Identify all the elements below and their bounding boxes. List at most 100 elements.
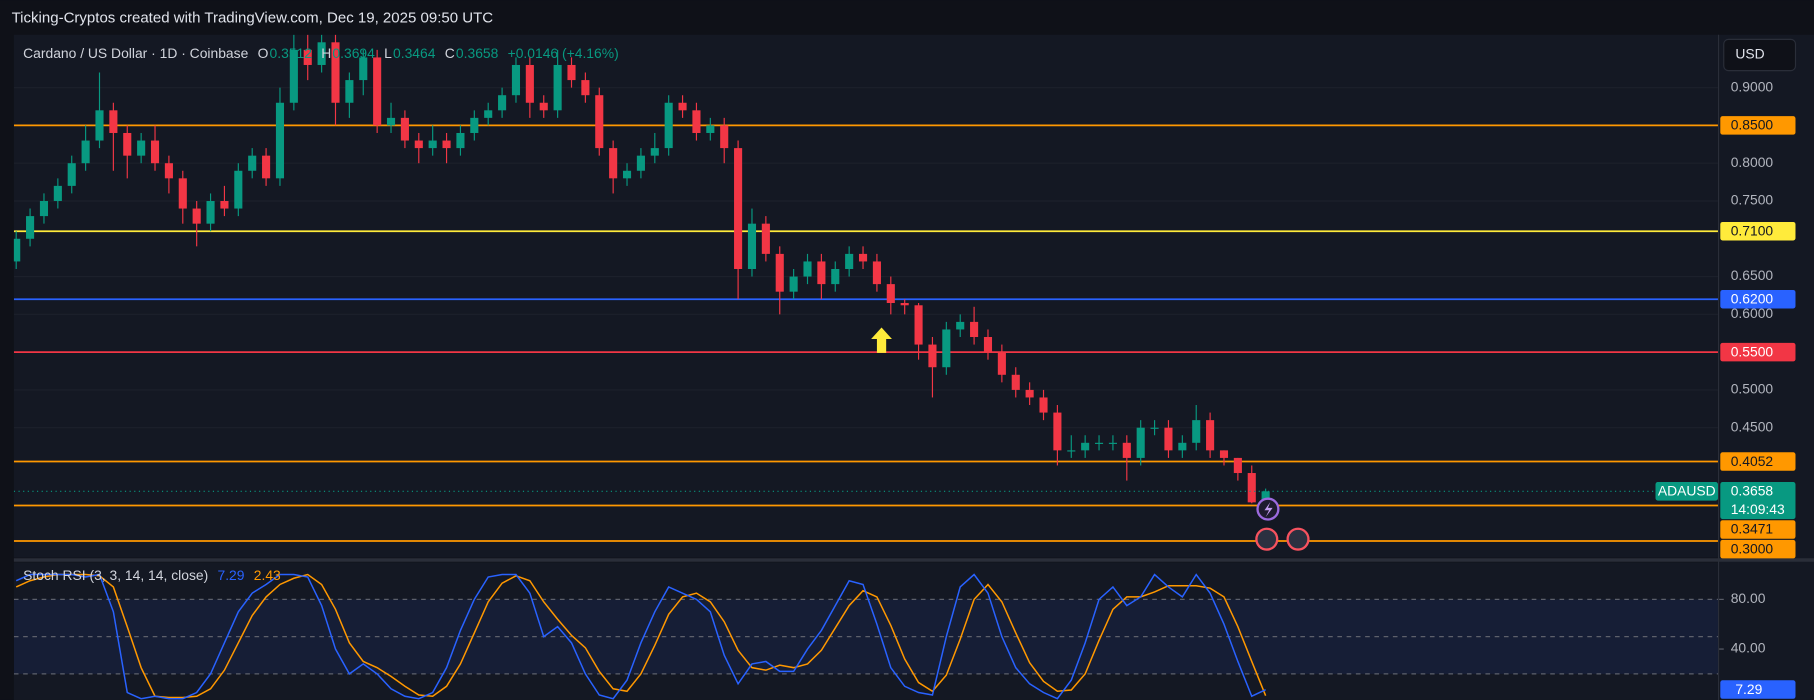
level-label-box	[1720, 289, 1796, 309]
stoch-pane	[13, 562, 1718, 700]
candle-body	[567, 64, 576, 81]
candle-body	[1081, 442, 1090, 451]
candle-body	[831, 269, 840, 285]
level-label: 0.6200	[1731, 290, 1774, 306]
level-label: 0.3471	[1731, 521, 1774, 537]
candle-body	[914, 305, 923, 345]
candle-body	[622, 170, 632, 179]
candle-body	[678, 102, 687, 111]
legend-ohlc-value: 0.3658	[456, 45, 499, 61]
candle-body	[1164, 427, 1173, 451]
candle-body	[650, 148, 659, 156]
candle-body	[539, 102, 548, 111]
legend-ohlc-value: 0.3512	[270, 45, 313, 61]
candle-body	[761, 223, 770, 254]
candle-body	[609, 148, 618, 179]
currency-label: USD	[1735, 46, 1764, 62]
candle-body	[789, 276, 798, 292]
level-label: 0.8500	[1731, 117, 1774, 133]
level-label-box	[1720, 116, 1796, 135]
candle-body	[706, 125, 715, 133]
legend-layer: Cardano / US Dollar · 1D · Coinbase O 0.35…	[23, 45, 619, 583]
candle-body	[817, 261, 826, 285]
candle-body	[248, 155, 257, 171]
legend-ohlc-label: H	[321, 45, 331, 61]
candle-body	[67, 163, 76, 186]
candle-body	[511, 64, 521, 96]
candle-body	[275, 102, 285, 179]
stoch-layer	[13, 573, 1718, 700]
stoch-last-label: 7.29	[1735, 681, 1762, 697]
level-label: 0.5500	[1731, 343, 1774, 359]
stoch-legend-value: 7.29	[217, 567, 244, 583]
legend-ohlc-label: O	[258, 45, 269, 61]
candle-body	[1150, 427, 1159, 429]
candle-body	[234, 170, 243, 209]
candle-body	[664, 102, 673, 149]
candle-body	[386, 117, 396, 126]
candle-body	[1108, 442, 1117, 444]
price-axis	[1719, 34, 1814, 700]
candle-body	[456, 132, 465, 149]
last-price-box	[1720, 482, 1796, 520]
candle-body	[845, 253, 854, 270]
candle-body	[1219, 450, 1229, 458]
y-tick-label: 0.5000	[1731, 381, 1774, 397]
stoch-line	[15, 573, 1266, 700]
candle-body	[1011, 374, 1020, 390]
candle-body	[178, 178, 187, 209]
stoch-last-box	[1720, 680, 1796, 699]
candle-body	[928, 344, 937, 368]
legend-title: Cardano / US Dollar · 1D · Coinbase	[23, 45, 248, 61]
candle-body	[373, 57, 382, 126]
annotation-arrow	[871, 327, 892, 353]
level-label-box	[1720, 342, 1796, 362]
candle-body	[414, 140, 423, 149]
candle-body	[775, 253, 784, 292]
y-tick-label: 80.00	[1731, 590, 1766, 606]
candle-body	[150, 140, 160, 164]
price-layer	[13, 34, 1718, 542]
candle-body	[525, 64, 534, 103]
candle-body	[39, 200, 49, 217]
candle-body	[1136, 427, 1145, 458]
symbol-box	[1655, 482, 1718, 501]
y-tick-label: 0.6000	[1731, 305, 1774, 321]
candle-body	[747, 223, 757, 270]
event-flag[interactable]	[1286, 527, 1310, 551]
level-label-box	[1720, 520, 1796, 539]
legend-ohlc-label: C	[445, 45, 455, 61]
candle-body	[1206, 420, 1215, 451]
level-label-box	[1720, 539, 1796, 559]
candle-body	[1067, 450, 1076, 452]
candle-body	[428, 140, 437, 149]
candle-body	[997, 352, 1006, 375]
event-flag[interactable]	[1255, 527, 1279, 551]
candle-body	[636, 155, 645, 171]
candle-body	[400, 117, 409, 141]
candle-body	[1247, 473, 1256, 503]
candle-body	[137, 140, 146, 156]
currency-button[interactable]	[1723, 38, 1797, 72]
axis-layer: 0.9000 0.8000 0.7500 0.6500 0.6000 0.5000 0.45…	[1655, 78, 1796, 699]
candle-body	[983, 337, 993, 353]
y-tick-label: 0.9000	[1731, 78, 1774, 94]
legend-ohlc-value: 0.3464	[393, 45, 436, 61]
stoch-line	[15, 573, 1267, 699]
candle-body	[192, 208, 201, 224]
stoch-title: Stoch RSI (3, 3, 14, 14, close)	[23, 567, 208, 583]
candle-body	[734, 148, 743, 270]
candle-body	[442, 140, 451, 149]
candle-body	[1178, 442, 1187, 451]
candle-body	[331, 42, 340, 103]
candle-body	[53, 185, 62, 201]
candle-body	[470, 117, 479, 133]
candle-body	[872, 261, 881, 285]
candle-body	[553, 64, 562, 111]
candle-body	[1233, 457, 1242, 474]
candle-body	[720, 125, 729, 149]
candle-body	[262, 155, 271, 179]
candle-body	[1261, 491, 1270, 503]
candle-body	[1053, 412, 1062, 451]
